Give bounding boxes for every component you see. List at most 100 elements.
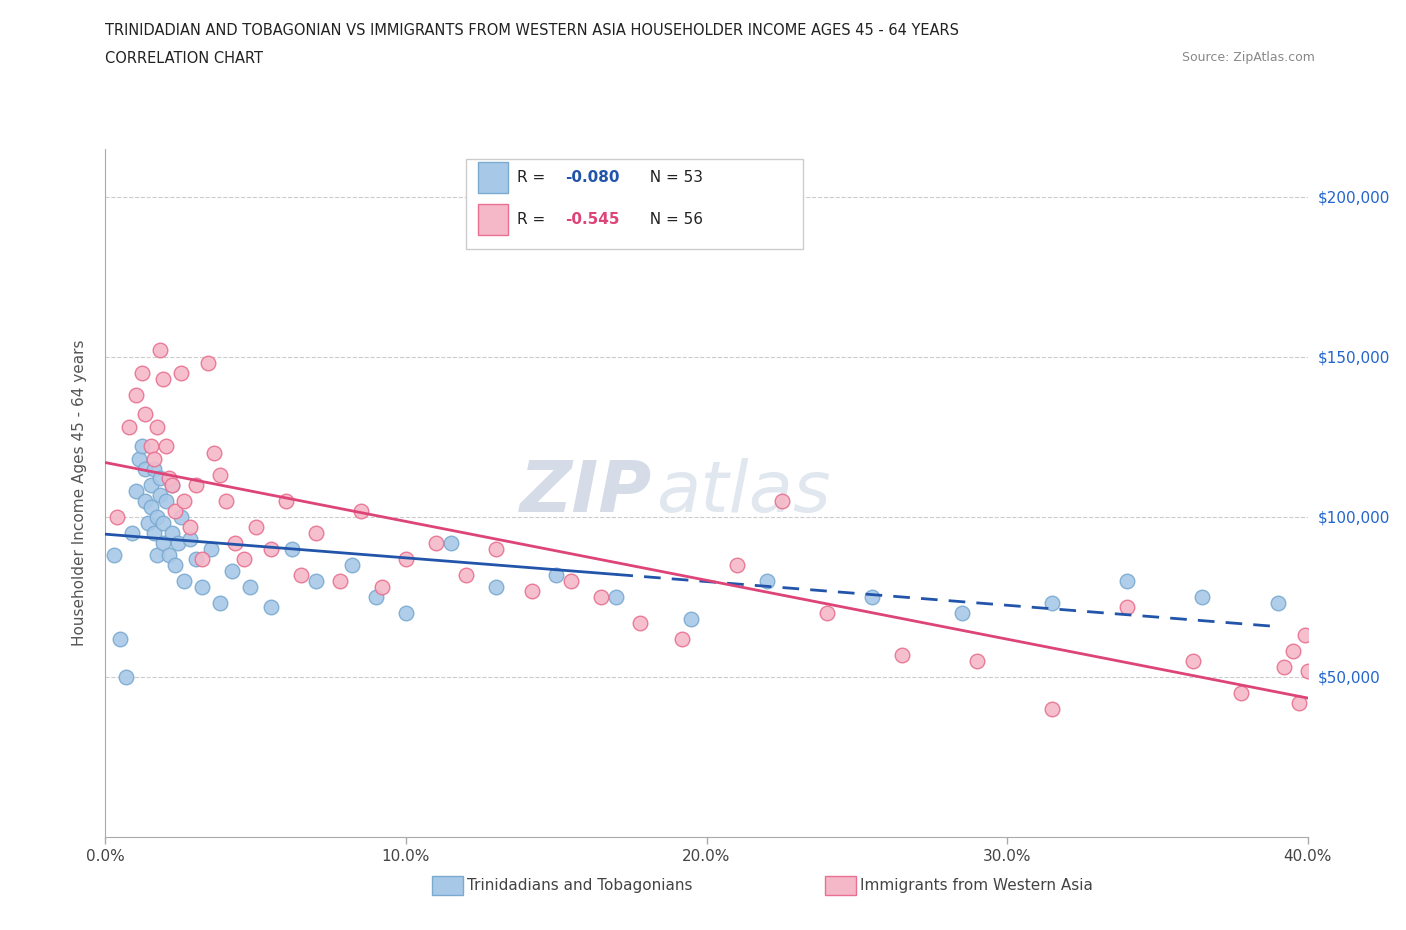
Point	[121, 525, 143, 540]
Point	[454, 567, 477, 582]
Point	[371, 580, 394, 595]
Point	[681, 612, 703, 627]
Point	[163, 557, 186, 572]
Text: TRINIDADIAN AND TOBAGONIAN VS IMMIGRANTS FROM WESTERN ASIA HOUSEHOLDER INCOME AG: TRINIDADIAN AND TOBAGONIAN VS IMMIGRANTS…	[105, 23, 959, 38]
Point	[485, 541, 508, 556]
Point	[155, 439, 177, 454]
Point	[1267, 596, 1289, 611]
Point	[128, 452, 150, 467]
Point	[179, 519, 201, 534]
Point	[139, 439, 162, 454]
Point	[139, 477, 162, 492]
Point	[152, 372, 174, 387]
Point	[139, 499, 162, 514]
Point	[395, 605, 418, 620]
Point	[591, 590, 613, 604]
Point	[1182, 654, 1205, 669]
Point	[131, 439, 153, 454]
Point	[560, 574, 582, 589]
Point	[169, 365, 191, 380]
Point	[224, 535, 246, 550]
Point	[200, 541, 222, 556]
Bar	[465, 159, 803, 248]
Point	[155, 494, 177, 509]
Point	[1040, 701, 1063, 716]
Point	[860, 590, 883, 604]
Point	[160, 477, 183, 492]
Point	[232, 551, 254, 566]
Point	[136, 516, 159, 531]
Point	[1230, 685, 1253, 700]
Point	[305, 574, 328, 589]
Text: N = 53: N = 53	[640, 170, 703, 185]
Point	[671, 631, 693, 646]
Point	[395, 551, 418, 566]
Point	[890, 647, 912, 662]
Point	[134, 407, 156, 422]
Point	[755, 574, 778, 589]
Text: ZIP: ZIP	[520, 458, 652, 527]
Point	[1288, 695, 1310, 710]
Point	[148, 343, 170, 358]
Point	[1040, 596, 1063, 611]
Point	[1116, 574, 1139, 589]
Bar	[478, 205, 508, 235]
Point	[197, 356, 219, 371]
Point	[546, 567, 568, 582]
Point	[163, 503, 186, 518]
Point	[485, 580, 508, 595]
Text: N = 56: N = 56	[640, 212, 703, 227]
Text: Source: ZipAtlas.com: Source: ZipAtlas.com	[1181, 51, 1315, 64]
Point	[190, 580, 212, 595]
Text: R =: R =	[516, 170, 550, 185]
Point	[340, 557, 363, 572]
Point	[134, 494, 156, 509]
Point	[1116, 599, 1139, 614]
Bar	[478, 162, 508, 193]
Point	[157, 472, 180, 486]
Text: -0.545: -0.545	[565, 212, 619, 227]
Point	[103, 548, 125, 563]
Point	[239, 580, 262, 595]
Point	[281, 541, 304, 556]
Point	[184, 551, 207, 566]
Point	[110, 631, 132, 646]
Point	[134, 461, 156, 476]
Point	[305, 525, 328, 540]
Point	[208, 596, 231, 611]
Text: R =: R =	[516, 212, 550, 227]
Point	[148, 472, 170, 486]
Point	[290, 567, 312, 582]
Point	[107, 510, 129, 525]
Point	[725, 557, 748, 572]
Point	[1294, 628, 1316, 643]
Point	[350, 503, 373, 518]
Point	[260, 599, 283, 614]
Point	[169, 510, 191, 525]
Point	[145, 548, 167, 563]
Point	[329, 574, 352, 589]
Point	[124, 484, 146, 498]
Text: atlas: atlas	[657, 458, 831, 527]
Point	[115, 670, 138, 684]
Point	[440, 535, 463, 550]
Point	[815, 605, 838, 620]
Point	[160, 477, 183, 492]
Point	[142, 525, 165, 540]
Point	[208, 468, 231, 483]
Point	[214, 494, 236, 509]
Point	[522, 583, 544, 598]
Point	[1296, 663, 1319, 678]
Point	[179, 532, 201, 547]
Point	[260, 541, 283, 556]
Text: CORRELATION CHART: CORRELATION CHART	[105, 51, 263, 66]
Point	[118, 419, 141, 434]
Point	[966, 654, 988, 669]
Point	[274, 494, 297, 509]
Point	[166, 535, 188, 550]
Point	[148, 487, 170, 502]
Point	[245, 519, 267, 534]
Point	[202, 445, 225, 460]
Point	[190, 551, 212, 566]
Point	[184, 477, 207, 492]
